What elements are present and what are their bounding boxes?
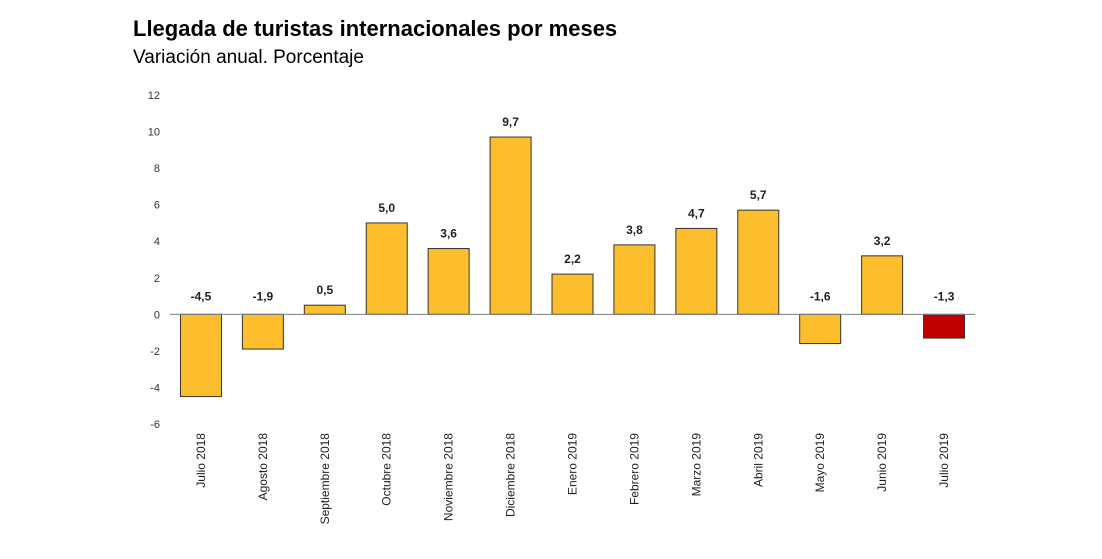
y-tick-label: -2 xyxy=(150,346,160,358)
bar xyxy=(489,136,532,315)
x-tick-label: Noviembre 2018 xyxy=(442,433,456,521)
y-tick-label: 6 xyxy=(154,200,160,212)
y-tick-label: 4 xyxy=(154,236,160,248)
data-label: 2,2 xyxy=(564,252,581,266)
bar xyxy=(365,222,408,315)
x-axis: Julio 2018 Agosto 2018 Septiembre 2018 Octu… xyxy=(194,433,951,525)
x-tick-label: Mayo 2019 xyxy=(813,433,827,493)
data-label: -1,6 xyxy=(810,289,831,303)
chart-subtitle: Variación anual. Porcentaje xyxy=(133,47,364,68)
bar xyxy=(923,313,966,339)
x-tick-label: Marzo 2019 xyxy=(689,433,703,497)
bar xyxy=(861,255,904,315)
bar xyxy=(613,244,656,315)
data-label: 5,0 xyxy=(378,201,395,215)
bar xyxy=(551,273,594,315)
bar xyxy=(737,209,780,315)
y-tick-label: 8 xyxy=(154,163,160,175)
x-tick-label: Agosto 2018 xyxy=(256,433,270,501)
bar xyxy=(241,313,284,350)
data-label: 5,7 xyxy=(750,188,767,202)
x-tick-label: Abril 2019 xyxy=(751,433,765,487)
data-label: -1,3 xyxy=(934,289,955,303)
x-tick-label: Junio 2019 xyxy=(875,433,889,492)
y-tick-label: -6 xyxy=(150,419,160,431)
bar xyxy=(303,304,346,315)
y-tick-label: 10 xyxy=(148,127,160,139)
x-tick-label: Julio 2019 xyxy=(937,433,951,488)
y-axis: 12 10 8 6 4 2 0 -2 -4 -6 xyxy=(148,90,160,431)
bar xyxy=(427,248,470,315)
y-tick-label: 0 xyxy=(154,309,160,321)
data-label: 3,2 xyxy=(874,234,891,248)
data-label: -4,5 xyxy=(191,289,212,303)
x-tick-label: Enero 2019 xyxy=(566,433,580,495)
data-label: 4,7 xyxy=(688,206,705,220)
x-tick-label: Septiembre 2018 xyxy=(318,433,332,525)
x-tick-label: Octubre 2018 xyxy=(380,433,394,506)
data-labels: -4,5 -1,9 0,5 5,0 3,6 9,7 2,2 3,8 4,7 5,7 -1,6 3,2 -… xyxy=(191,115,955,303)
y-tick-label: 2 xyxy=(154,273,160,285)
bars xyxy=(179,136,966,398)
data-label: 9,7 xyxy=(502,115,519,129)
data-label: 0,5 xyxy=(316,283,333,297)
data-label: 3,8 xyxy=(626,223,643,237)
y-tick-label: 12 xyxy=(148,90,160,102)
bar xyxy=(179,313,222,398)
y-tick-label: -4 xyxy=(150,382,160,394)
x-tick-label: Diciembre 2018 xyxy=(504,433,518,517)
x-tick-label: Julio 2018 xyxy=(194,433,208,488)
chart-title: Llegada de turistas internacionales por … xyxy=(133,16,618,41)
data-label: -1,9 xyxy=(253,289,274,303)
data-label: 3,6 xyxy=(440,227,457,241)
bar xyxy=(799,313,842,345)
x-tick-label: Febrero 2019 xyxy=(627,433,641,505)
bar xyxy=(675,227,718,315)
